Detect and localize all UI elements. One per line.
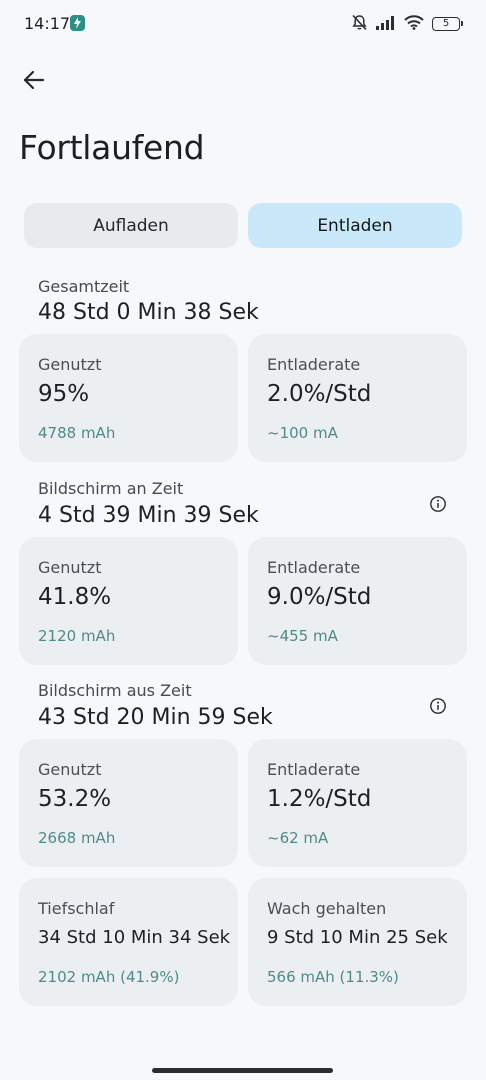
card-label: Wach gehalten	[267, 899, 387, 918]
card-sub: ~100 mA	[267, 424, 338, 442]
card-label: Entladerate	[267, 355, 361, 374]
screen-on-rate-card: Entladerate 9.0%/Std ~455 mA	[248, 537, 467, 665]
card-label: Tiefschlaf	[38, 899, 115, 918]
home-indicator[interactable]	[152, 1068, 333, 1073]
card-label: Genutzt	[38, 558, 102, 577]
card-label: Genutzt	[38, 760, 102, 779]
status-icons: 5	[351, 14, 463, 35]
info-icon[interactable]	[429, 697, 447, 715]
bell-off-icon	[351, 14, 368, 35]
total-rate-card: Entladerate 2.0%/Std ~100 mA	[248, 334, 467, 462]
back-button[interactable]	[18, 64, 50, 96]
info-icon[interactable]	[429, 495, 447, 513]
card-sub: ~455 mA	[267, 627, 338, 645]
deep-sleep-card: Tiefschlaf 34 Std 10 Min 34 Sek 2102 mAh…	[19, 878, 238, 1006]
card-value: 95%	[38, 381, 90, 407]
screen-on-value: 4 Std 39 Min 39 Sek	[38, 503, 259, 528]
app-notification-icon	[70, 15, 85, 31]
card-value: 34 Std 10 Min 34 Sek	[38, 927, 231, 948]
total-time-value: 48 Std 0 Min 38 Sek	[38, 300, 259, 325]
card-label: Entladerate	[267, 558, 361, 577]
arrow-left-icon	[23, 70, 45, 90]
wifi-icon	[404, 14, 424, 34]
awake-card: Wach gehalten 9 Std 10 Min 25 Sek 566 mA…	[248, 878, 467, 1006]
tab-charge[interactable]: Aufladen	[24, 203, 238, 248]
battery-icon: 5	[432, 17, 463, 31]
card-label: Entladerate	[267, 760, 361, 779]
screen-off-rate-card: Entladerate 1.2%/Std ~62 mA	[248, 739, 467, 867]
card-label: Genutzt	[38, 355, 102, 374]
card-sub: 2120 mAh	[38, 627, 116, 645]
card-value: 41.8%	[38, 584, 112, 610]
card-sub: 2102 mAh (41.9%)	[38, 968, 180, 986]
card-value: 53.2%	[38, 786, 112, 812]
page-title: Fortlaufend	[19, 128, 205, 167]
total-time-label: Gesamtzeit	[38, 277, 130, 296]
card-value: 9.0%/Std	[267, 584, 372, 610]
screen-off-value: 43 Std 20 Min 59 Sek	[38, 705, 273, 730]
screen-on-label: Bildschirm an Zeit	[38, 479, 184, 498]
card-sub: ~62 mA	[267, 829, 329, 847]
screen-off-label: Bildschirm aus Zeit	[38, 681, 192, 700]
card-value: 2.0%/Std	[267, 381, 372, 407]
card-value: 1.2%/Std	[267, 786, 372, 812]
screen-on-used-card: Genutzt 41.8% 2120 mAh	[19, 537, 238, 665]
tab-discharge[interactable]: Entladen	[248, 203, 462, 248]
signal-icon	[376, 15, 396, 34]
card-value: 9 Std 10 Min 25 Sek	[267, 927, 448, 948]
screen-off-used-card: Genutzt 53.2% 2668 mAh	[19, 739, 238, 867]
card-sub: 4788 mAh	[38, 424, 116, 442]
status-bar: 14:17 5	[0, 0, 486, 48]
status-time: 14:17	[24, 14, 71, 33]
card-sub: 2668 mAh	[38, 829, 116, 847]
card-sub: 566 mAh (11.3%)	[267, 968, 399, 986]
total-used-card: Genutzt 95% 4788 mAh	[19, 334, 238, 462]
